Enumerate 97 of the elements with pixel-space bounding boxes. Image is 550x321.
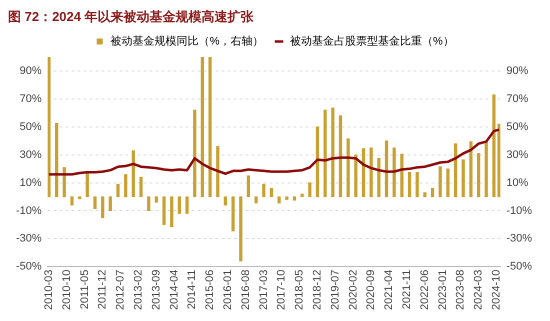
y2-tick-label: -10% (506, 204, 532, 217)
bar (70, 196, 74, 206)
y2-tick-label: 90% (506, 65, 529, 78)
y-tick-label: 50% (20, 120, 42, 133)
y-tick-label: -30% (16, 232, 42, 245)
bar (300, 194, 304, 198)
x-tick-label: 2011-05 (78, 270, 91, 310)
bar (239, 196, 242, 262)
chart-title: 图 72：2024 年以来被动基金规模高速扩张 (8, 8, 255, 26)
y-tick-label: -50% (16, 260, 42, 273)
y2-tick-label: 70% (506, 92, 529, 105)
bar (62, 167, 66, 198)
bar (408, 172, 412, 198)
y2-tick-label: -50% (506, 260, 532, 273)
bar (392, 148, 396, 198)
x-tick-label: 2014-04 (168, 270, 180, 310)
bar (86, 173, 89, 198)
legend-label: 被动基金规模同比（%，右轴） (110, 34, 264, 48)
bar (170, 196, 174, 228)
bar (108, 196, 112, 212)
x-tick-label: 2015-06 (204, 270, 216, 310)
x-tick-label: 2011-12 (96, 270, 109, 310)
legend-label: 被动基金占股票型基金比重（%） (290, 34, 454, 48)
x-tick-label: 2016-01 (222, 270, 234, 310)
x-tick-label: 2018-05 (294, 270, 306, 310)
bar (278, 196, 281, 204)
bar (78, 196, 82, 200)
bar (124, 174, 128, 198)
y2-tick-label: -30% (506, 232, 532, 245)
bar (331, 108, 334, 198)
x-tick-label: 2018-12 (312, 270, 324, 310)
bar (55, 123, 58, 198)
bar (162, 196, 166, 226)
bar (484, 141, 488, 198)
bar (354, 154, 358, 198)
bar (216, 146, 220, 198)
bar (200, 57, 204, 198)
x-tick-label: 2010-03 (42, 270, 55, 310)
x-tick-label: 2017-10 (276, 270, 288, 310)
bar (430, 188, 434, 198)
bar (132, 150, 135, 198)
x-tick-label: 2010-10 (60, 270, 73, 310)
bar (208, 57, 212, 198)
bar (139, 176, 143, 198)
bar (254, 196, 258, 204)
x-tick-label: 2019-07 (329, 270, 342, 310)
bar (346, 138, 350, 198)
y2-tick-label: 10% (506, 176, 529, 189)
x-tick-label: 2013-09 (150, 270, 162, 310)
x-tick-label: 2023-01 (436, 270, 449, 310)
bar (324, 110, 327, 198)
bar (476, 153, 480, 198)
bar (116, 184, 120, 198)
y-tick-label: -10% (16, 204, 42, 217)
bar (462, 159, 465, 198)
bar (292, 196, 296, 201)
bar (224, 196, 228, 206)
bar (101, 196, 104, 218)
bar (370, 148, 373, 198)
x-tick-label: 2021-11 (401, 270, 414, 310)
bar (492, 94, 496, 198)
y-tick-label: 30% (20, 148, 42, 161)
x-tick-label: 2020-02 (347, 270, 360, 310)
bar (93, 196, 97, 209)
bar (338, 115, 342, 198)
y2-tick-label: 50% (506, 120, 529, 133)
bar (377, 158, 380, 198)
x-tick-label: 2012-07 (114, 270, 127, 310)
bar (185, 196, 189, 214)
x-tick-label: 2023-08 (454, 270, 467, 310)
bar (423, 192, 426, 198)
bar (178, 196, 181, 214)
y-tick-label: 10% (20, 176, 42, 189)
x-tick-label: 2022-06 (418, 270, 431, 310)
x-tick-label: 2021-04 (383, 270, 396, 310)
bar (446, 168, 450, 198)
x-tick-label: 2024-10 (490, 270, 503, 310)
x-tick-label: 2024-03 (472, 270, 485, 310)
bar (193, 110, 196, 198)
bar (154, 196, 158, 203)
bar (147, 196, 150, 212)
y-tick-label: 70% (20, 92, 42, 105)
bar (262, 184, 266, 198)
bar (285, 196, 288, 200)
y2-tick-label: 30% (506, 148, 529, 161)
bar (438, 166, 442, 198)
x-tick-label: 2017-03 (258, 270, 270, 310)
bar (231, 196, 235, 232)
bar (270, 188, 274, 198)
x-tick-label: 2016-08 (240, 270, 252, 310)
x-tick-label: 2013-02 (132, 270, 144, 310)
y-tick-label: 90% (20, 65, 42, 78)
bar (246, 175, 250, 198)
x-tick-label: 2014-11 (186, 270, 198, 310)
bar (416, 172, 419, 198)
bar (308, 182, 312, 198)
x-tick-label: 2020-09 (365, 270, 378, 310)
